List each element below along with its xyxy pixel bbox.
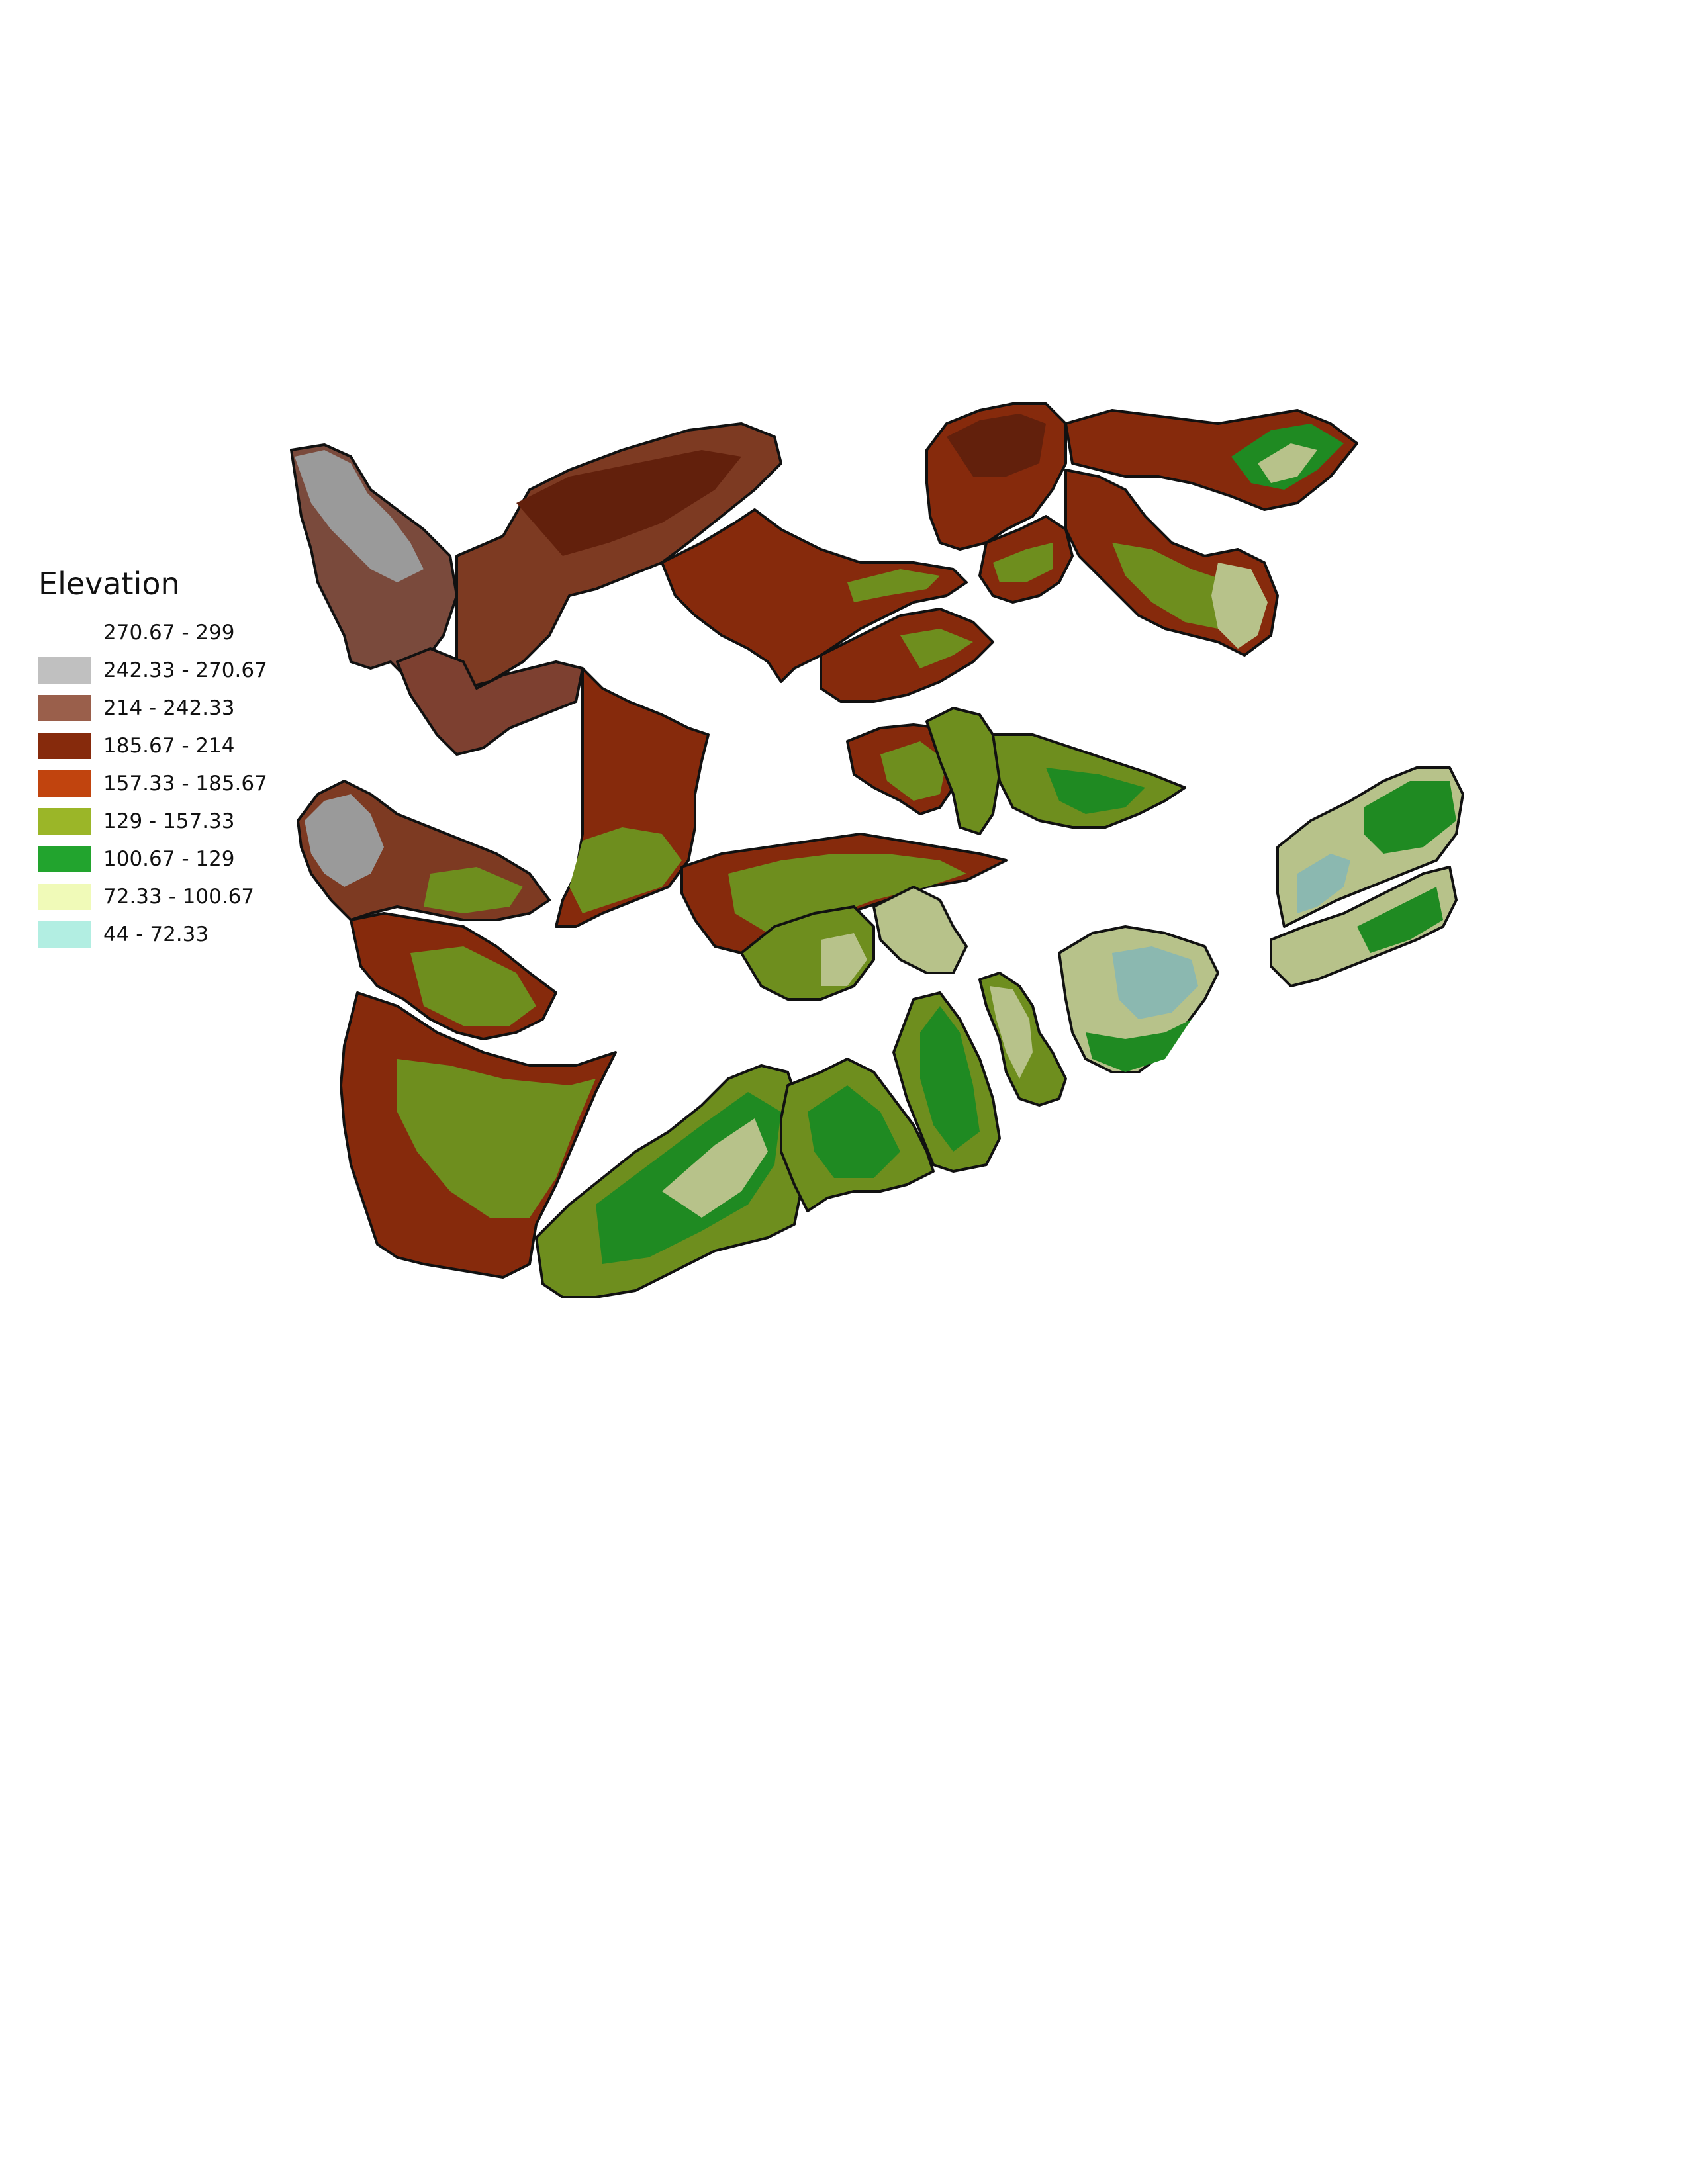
legend-item: 129 - 157.33 [38, 802, 277, 840]
terrain-tan-south-1 [662, 1118, 768, 1218]
terrain-darkgreen-south-2 [808, 1085, 900, 1178]
terrain-green-midwest [569, 827, 682, 913]
legend-items: 270.67 - 299 242.33 - 270.67 214 - 242.33 1… [38, 614, 277, 953]
watershed-central-north-lower [820, 608, 994, 703]
terrain-green-center-left [880, 741, 947, 801]
terrain-darkgreen-south-3 [920, 1006, 980, 1152]
legend-swatch [38, 921, 91, 948]
legend-label: 44 - 72.33 [103, 922, 209, 946]
legend-label: 100.67 - 129 [103, 846, 235, 871]
legend-label: 242.33 - 270.67 [103, 658, 267, 682]
legend-swatch [38, 770, 91, 797]
terrain-green-west-upper [424, 867, 523, 913]
terrain-green-west-lower [397, 1059, 596, 1218]
legend-swatch [38, 657, 91, 684]
terrain-green-east-upper [1364, 781, 1456, 854]
terrain-tan-ne-lower [1211, 563, 1268, 649]
watershed-central-north [661, 508, 968, 683]
legend-item: 242.33 - 270.67 [38, 651, 277, 689]
legend-item: 157.33 - 185.67 [38, 764, 277, 802]
legend-item: 185.67 - 214 [38, 727, 277, 764]
terrain-tan-south-4 [990, 986, 1033, 1079]
terrain-tan-cb-lower [821, 933, 867, 986]
legend-swatch [38, 732, 91, 759]
terrain-tan-ne-mid [1258, 443, 1317, 483]
terrain-grey-west-upper [305, 794, 384, 887]
terrain-green-central-band [728, 854, 966, 933]
legend-item: 44 - 72.33 [38, 915, 277, 953]
terrain-green-cn-lower [900, 629, 973, 668]
legend-label: 185.67 - 214 [103, 733, 235, 758]
watershed-center-mid [925, 707, 1001, 835]
terrain-lake-se-round [1112, 946, 1198, 1019]
terrain-green-center-right [1046, 768, 1145, 814]
legend-swatch [38, 807, 91, 835]
legend-swatch [38, 619, 91, 646]
watershed-central-band-right [872, 886, 968, 974]
terrain-green-ne-lower [1112, 543, 1244, 629]
legend-label: 214 - 242.33 [103, 696, 235, 720]
terrain-green-east-lower [1357, 887, 1443, 953]
terrain-darkred-ridge [516, 450, 741, 556]
terrain-green-west-mid [410, 946, 536, 1026]
terrain-green-central-north [847, 569, 940, 602]
legend-item: 100.67 - 129 [38, 840, 277, 878]
watershed-polygons [290, 402, 1464, 1298]
legend-label: 129 - 157.33 [103, 809, 235, 833]
legend-swatch [38, 845, 91, 872]
legend-swatch [38, 694, 91, 721]
legend-item: 72.33 - 100.67 [38, 878, 277, 915]
legend-label: 157.33 - 185.67 [103, 771, 267, 796]
legend-label: 72.33 - 100.67 [103, 884, 255, 909]
terrain-green-ne-small [993, 543, 1053, 582]
watershed-nw-lower [396, 647, 584, 756]
terrain-grey-nw [295, 450, 424, 582]
terrain-darkred-ne [947, 414, 1046, 477]
legend-label: 270.67 - 299 [103, 620, 235, 645]
legend-item: 270.67 - 299 [38, 614, 277, 651]
legend-swatch [38, 883, 91, 910]
terrain-green-se-round [1086, 1019, 1192, 1072]
legend-item: 214 - 242.33 [38, 689, 277, 727]
legend-title: Elevation [38, 566, 180, 602]
terrain-lake-east-upper [1297, 854, 1350, 913]
map-legend: Elevation 270.67 - 299 242.33 - 270.67 214… [38, 566, 277, 953]
